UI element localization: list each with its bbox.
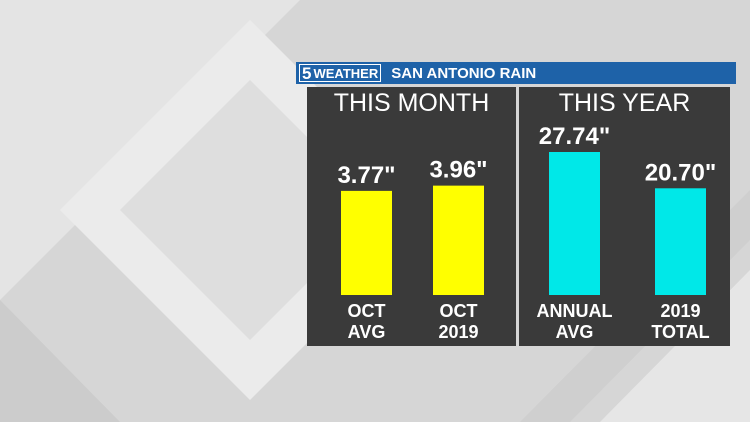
category-label-month-0-line0: OCT xyxy=(348,301,386,321)
logo-number: 5 xyxy=(302,63,312,83)
category-label-year-0-line1: AVG xyxy=(556,322,594,342)
bar-month-0 xyxy=(341,190,392,295)
bar-year-0 xyxy=(549,152,600,295)
category-label-month-0-line1: AVG xyxy=(348,322,386,342)
category-label-year-1-line1: TOTAL xyxy=(651,322,709,342)
value-label-month-0: 3.77" xyxy=(337,162,395,189)
category-label-month-1-line0: OCT xyxy=(440,301,478,321)
value-label-month-1: 3.96" xyxy=(429,157,487,184)
category-label-year-0-line0: ANNUAL xyxy=(537,301,613,321)
panel-title-month: THIS MONTH xyxy=(333,89,490,117)
category-label-month-1-line1: 2019 xyxy=(438,322,478,342)
value-label-year-1: 20.70" xyxy=(645,159,716,186)
panel-title-year: THIS YEAR xyxy=(558,89,691,117)
header-title: SAN ANTONIO RAIN xyxy=(391,64,537,82)
panel-this-year: THIS YEAR 27.74" ANNUAL AVG 20.70" 2019 TOTAL xyxy=(519,87,730,346)
bar-year-1 xyxy=(655,188,706,295)
header-banner: 5 WEATHER SAN ANTONIO RAIN xyxy=(296,62,736,84)
station-logo: 5 WEATHER xyxy=(299,63,382,83)
logo-text: WEATHER xyxy=(313,65,379,81)
category-label-year-1-line0: 2019 xyxy=(660,301,700,321)
bar-month-1 xyxy=(433,185,484,295)
panel-this-month: THIS MONTH 3.77" OCT AVG 3.96" OCT 2019 xyxy=(307,87,516,346)
value-label-year-0: 27.74" xyxy=(539,123,610,150)
